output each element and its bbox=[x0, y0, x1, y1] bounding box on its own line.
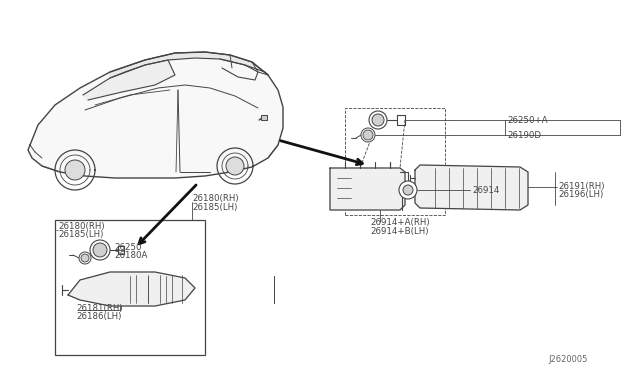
Text: 26181(RH): 26181(RH) bbox=[76, 304, 123, 312]
Bar bbox=[55, 220, 205, 355]
Circle shape bbox=[372, 114, 384, 126]
Text: 26914+A(RH): 26914+A(RH) bbox=[370, 218, 429, 227]
Polygon shape bbox=[83, 60, 175, 100]
Circle shape bbox=[363, 130, 373, 140]
Circle shape bbox=[79, 252, 91, 264]
Circle shape bbox=[93, 243, 107, 257]
Text: 26185(LH): 26185(LH) bbox=[58, 230, 104, 238]
Circle shape bbox=[369, 111, 387, 129]
Bar bbox=[345, 108, 445, 215]
Circle shape bbox=[403, 185, 413, 195]
Text: 26180(RH): 26180(RH) bbox=[58, 221, 104, 231]
Text: 26250+A: 26250+A bbox=[507, 115, 548, 125]
Polygon shape bbox=[28, 52, 283, 178]
Text: 26250: 26250 bbox=[114, 243, 141, 251]
Polygon shape bbox=[68, 272, 195, 306]
Bar bbox=[261, 115, 267, 120]
Text: 26185(LH): 26185(LH) bbox=[192, 202, 237, 212]
Circle shape bbox=[399, 181, 417, 199]
Polygon shape bbox=[330, 168, 405, 210]
Text: 26196(LH): 26196(LH) bbox=[558, 189, 604, 199]
Text: 26190D: 26190D bbox=[507, 131, 541, 140]
Circle shape bbox=[226, 157, 244, 175]
Circle shape bbox=[65, 160, 85, 180]
Circle shape bbox=[90, 240, 110, 260]
Text: 26191(RH): 26191(RH) bbox=[558, 182, 605, 190]
Circle shape bbox=[81, 254, 89, 262]
Text: 26914: 26914 bbox=[472, 186, 499, 195]
Text: 26914+B(LH): 26914+B(LH) bbox=[370, 227, 429, 235]
Text: 26186(LH): 26186(LH) bbox=[76, 311, 122, 321]
Text: J2620005: J2620005 bbox=[548, 356, 588, 365]
Text: 26180A: 26180A bbox=[114, 251, 147, 260]
Polygon shape bbox=[110, 52, 268, 78]
Circle shape bbox=[361, 128, 375, 142]
Text: 26180(RH): 26180(RH) bbox=[192, 193, 239, 202]
Polygon shape bbox=[415, 165, 528, 210]
